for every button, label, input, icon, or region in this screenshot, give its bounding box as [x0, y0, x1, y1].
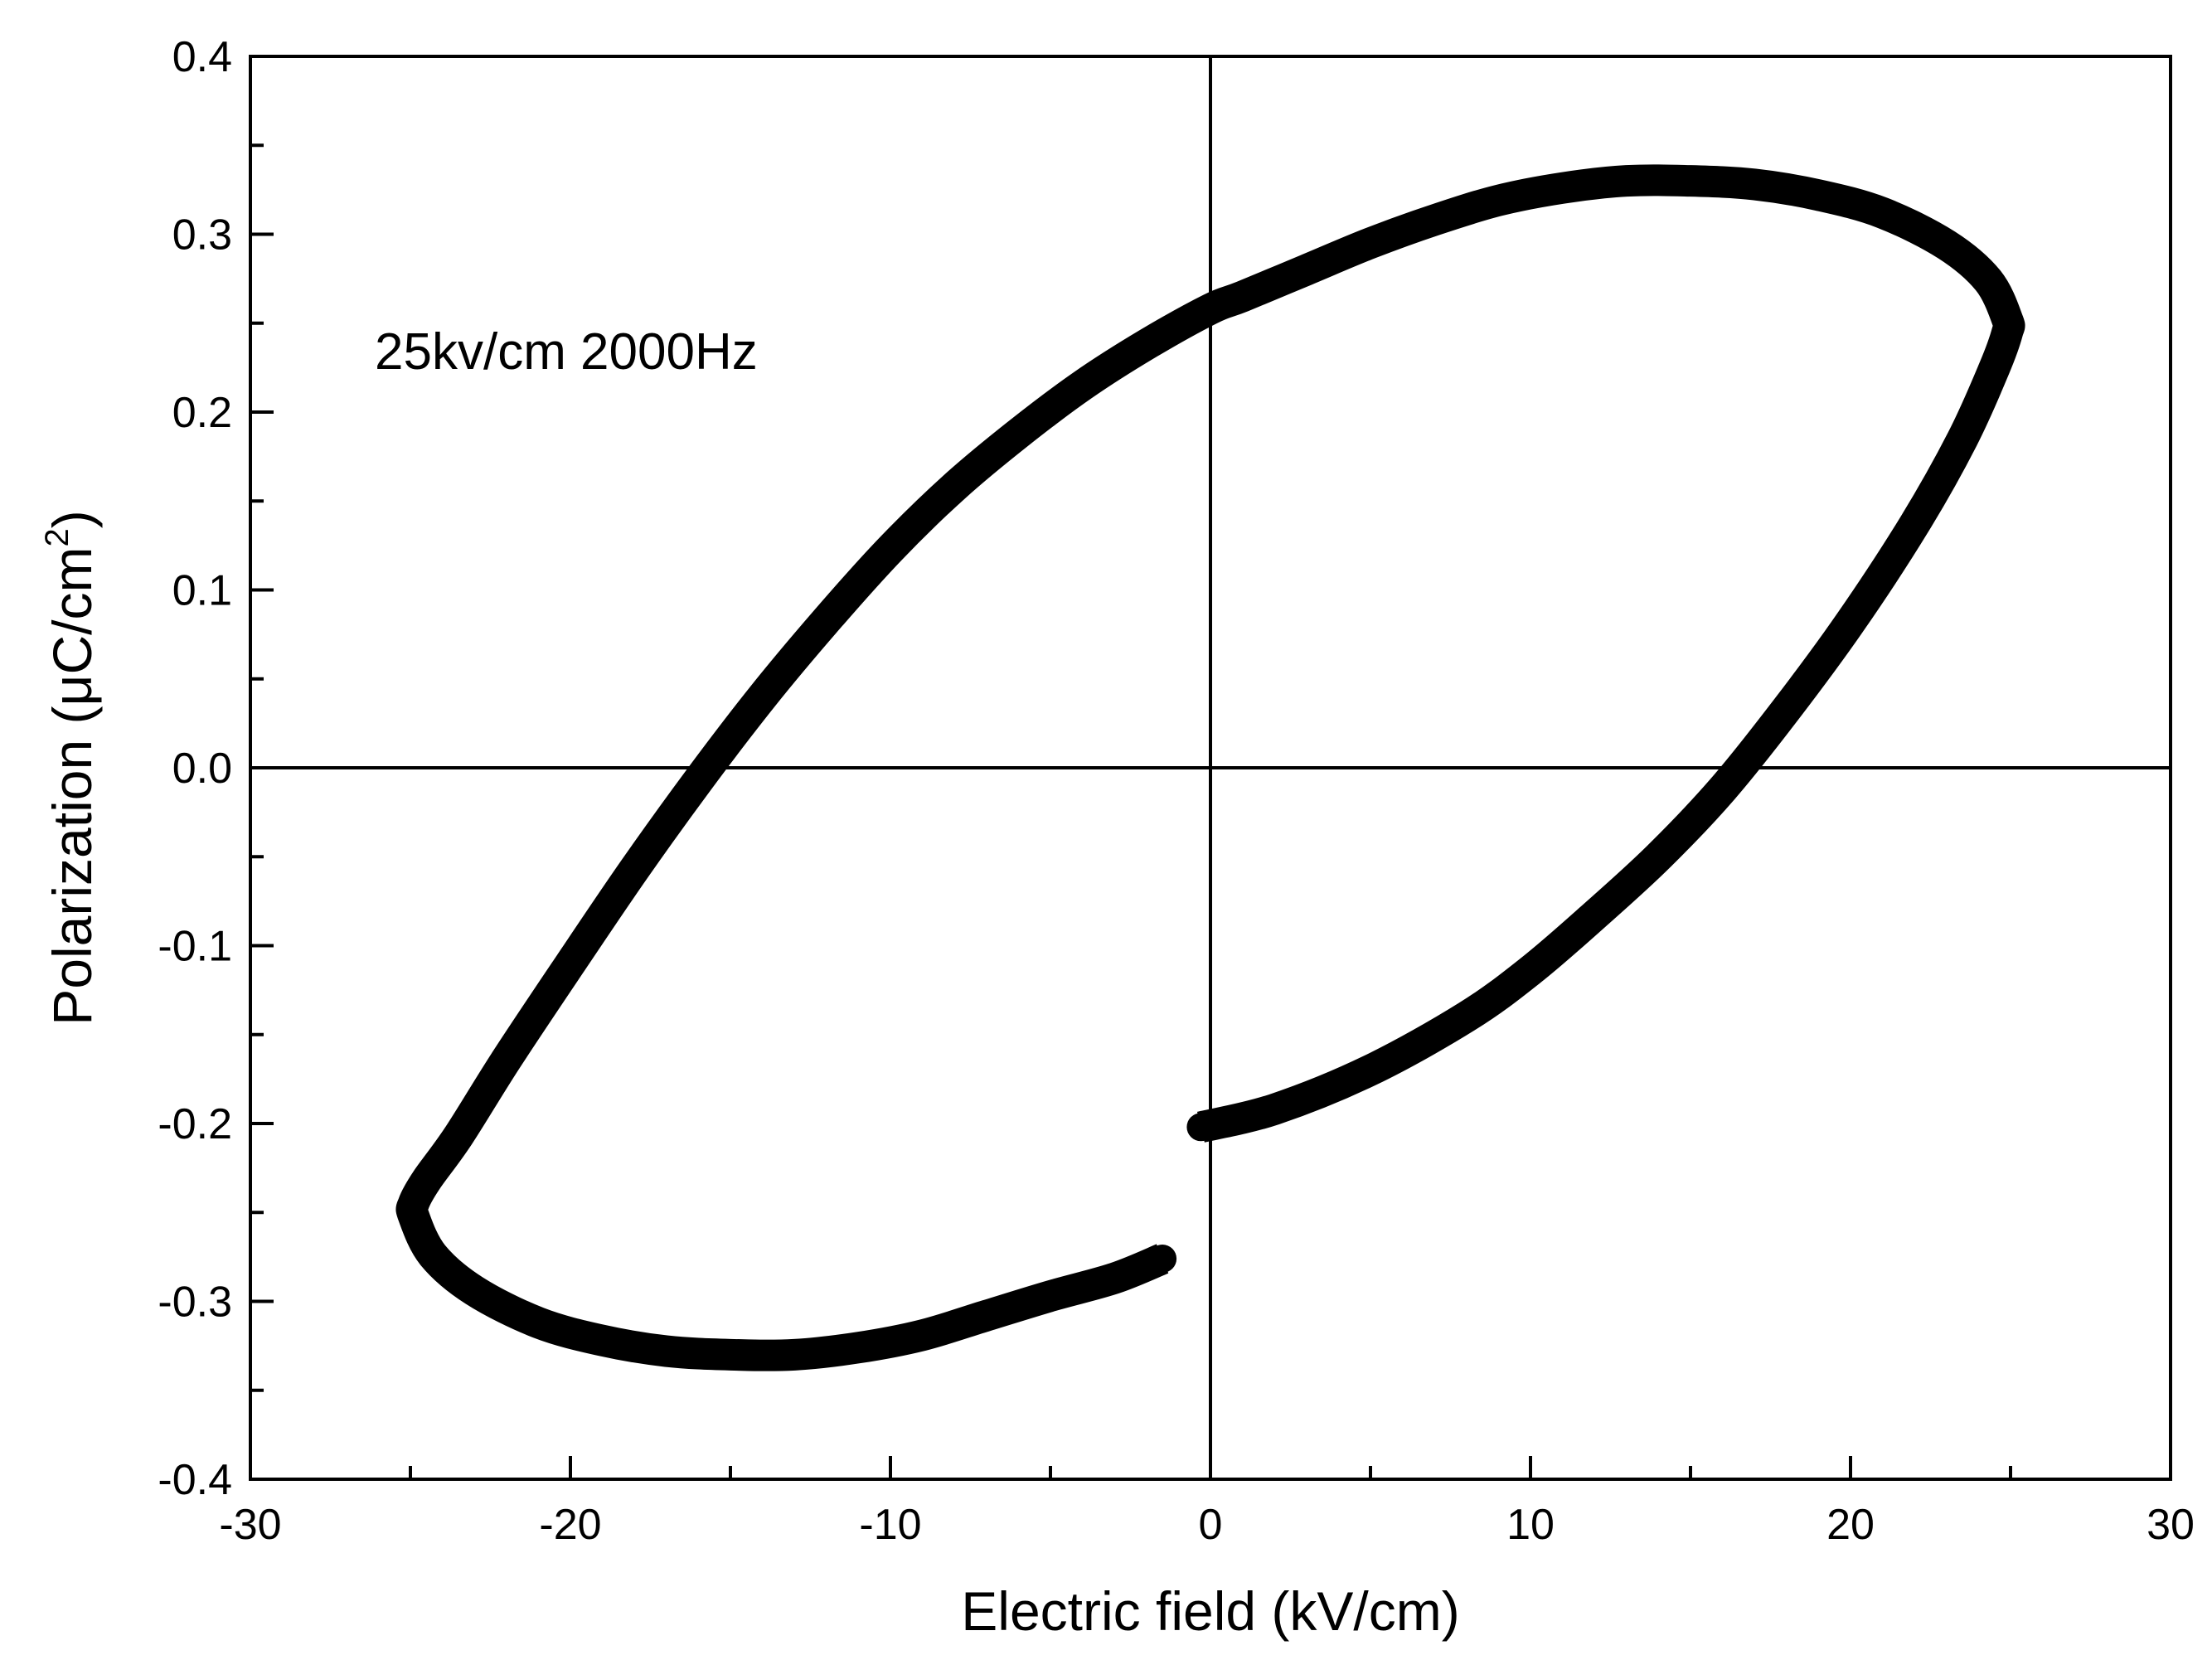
data-point: [812, 605, 841, 634]
data-point: [1948, 425, 1977, 454]
data-point: [1973, 266, 2002, 295]
data-point: [748, 682, 777, 711]
y-axis-title-close: ): [41, 510, 103, 528]
data-point: [1004, 419, 1033, 448]
y-tick-label: 0.3: [172, 211, 232, 260]
x-tick-label: 0: [1199, 1501, 1223, 1549]
x-tick-label: -30: [219, 1501, 281, 1549]
y-tick-label: 0.0: [172, 745, 232, 793]
data-point: [1452, 1002, 1481, 1031]
x-tick-label: -10: [859, 1501, 921, 1549]
data-point: [908, 1321, 937, 1350]
data-point: [1292, 255, 1321, 284]
data-point: [399, 1201, 428, 1230]
data-point: [556, 949, 585, 978]
y-tick-label: -0.3: [158, 1279, 232, 1327]
data-point: [1740, 170, 1769, 199]
data-point: [524, 1308, 553, 1337]
data-point: [1068, 371, 1097, 400]
y-tick-label: 0.1: [172, 567, 232, 615]
data-point: [1100, 1264, 1129, 1293]
data-point: [1356, 1056, 1385, 1085]
y-axis-title-sup: 2: [39, 528, 75, 546]
data-point: [1420, 206, 1449, 235]
data-point: [1196, 294, 1225, 323]
y-tick-labels: 0.4 0.3 0.2 0.1 0.0 -0.1 -0.2 -0.3 -0.4: [158, 33, 232, 1504]
data-point: [1228, 282, 1257, 311]
data-point: [1580, 901, 1609, 930]
data-point: [940, 473, 969, 502]
data-point: [844, 1333, 873, 1362]
data-point: [492, 1045, 521, 1074]
data-point: [1900, 510, 1929, 539]
x-tick-label: -20: [539, 1501, 601, 1549]
data-point: [684, 766, 713, 795]
data-point: [444, 1122, 473, 1151]
data-point: [1980, 353, 2009, 382]
series-group: [395, 164, 2025, 1371]
data-point: [419, 1240, 448, 1269]
x-tick-labels: -30 -20 -10 0 10 20 30: [219, 1501, 2195, 1549]
data-point: [972, 1301, 1001, 1330]
data-point: [1516, 956, 1545, 985]
y-tick-label: -0.4: [158, 1456, 232, 1504]
data-point: [1356, 229, 1385, 258]
data-point: [1548, 173, 1577, 202]
data-point: [876, 535, 905, 564]
x-tick-label: 20: [1826, 1501, 1875, 1549]
y-tick-label: 0.4: [172, 33, 232, 81]
x-axis-title: Electric field (kV/cm): [961, 1580, 1459, 1642]
plot-frame: [249, 55, 2172, 1481]
y-tick-label: -0.1: [158, 923, 232, 971]
data-point: [1836, 608, 1865, 637]
zero-lines: [250, 56, 2171, 1479]
data-point: [412, 1166, 441, 1195]
data-point: [1932, 231, 1961, 260]
y-axis-title: Polarization (μC/cm2): [39, 510, 103, 1025]
data-point: [780, 1340, 809, 1369]
data-point: [1644, 842, 1673, 871]
data-point: [1186, 1113, 1215, 1142]
y-tick-label: 0.2: [172, 389, 232, 437]
data-point: [1260, 1094, 1289, 1124]
data-point: [1804, 181, 1833, 210]
data-point: [1772, 695, 1801, 724]
data-point: [588, 1326, 617, 1355]
data-point: [620, 855, 649, 884]
data-point: [460, 1276, 489, 1305]
y-tick-label: -0.2: [158, 1100, 232, 1148]
x-tick-label: 10: [1506, 1501, 1555, 1549]
data-point: [1148, 1245, 1177, 1274]
data-point: [652, 1337, 681, 1366]
x-tick-label: 30: [2147, 1501, 2195, 1549]
data-point: [1612, 167, 1641, 196]
data-point: [1676, 167, 1705, 196]
data-point: [1993, 305, 2022, 334]
y-axis-title-main: Polarization (μC/cm: [41, 547, 103, 1026]
data-point: [1036, 1282, 1065, 1311]
data-point: [1484, 186, 1513, 215]
data-point: [1132, 330, 1161, 359]
annotation-label: 25kv/cm 2000Hz: [375, 323, 758, 381]
data-point: [716, 1340, 745, 1369]
data-point: [1868, 198, 1897, 227]
data-point: [1708, 774, 1737, 803]
